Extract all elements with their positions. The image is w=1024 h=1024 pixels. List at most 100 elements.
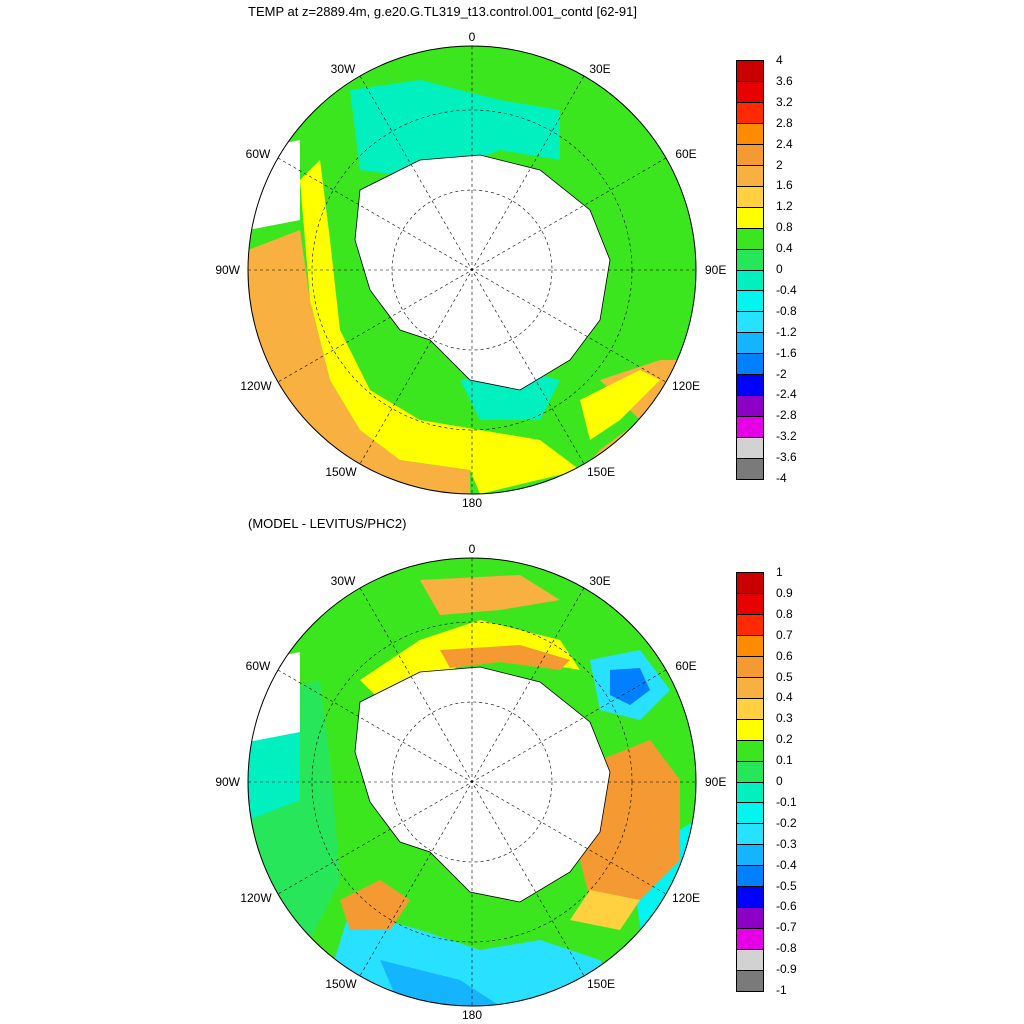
top-colorbar-swatch	[737, 353, 763, 375]
bottom-colorbar-swatch	[737, 949, 763, 971]
bottom-colorbar-swatch	[737, 781, 763, 803]
bottom-colorbar-tick-label: 0.3	[776, 711, 793, 726]
bottom-map-yellow-east	[570, 890, 640, 930]
top-lon-120e: 120E	[671, 379, 701, 393]
top-lon-60e: 60E	[675, 147, 697, 161]
bottom-colorbar-tick-label: 0.6	[776, 648, 793, 663]
bottom-colorbar-tick-label: -0.6	[776, 899, 797, 914]
bottom-colorbar-swatch	[737, 573, 763, 593]
bottom-colorbar-tick-label: 0.1	[776, 753, 793, 768]
top-lon-30w: 30W	[330, 62, 356, 76]
top-colorbar-swatch	[737, 374, 763, 396]
bottom-colorbar-swatch	[737, 676, 763, 698]
top-colorbar-tick-label: -2.4	[776, 387, 797, 402]
bottom-lon-90w: 90W	[215, 775, 240, 789]
bottom-lon-90e: 90E	[705, 775, 727, 789]
top-lon-90w: 90W	[215, 263, 240, 277]
bottom-map	[248, 558, 696, 1006]
top-colorbar-swatch	[737, 206, 763, 228]
top-colorbar-tick-label: 0.4	[776, 241, 793, 256]
top-colorbar-tick-label: 2.8	[776, 115, 793, 130]
top-colorbar	[736, 60, 764, 480]
top-colorbar-swatch	[737, 416, 763, 438]
bottom-map-orange-ross	[340, 880, 410, 930]
top-colorbar-tick-label: 1.6	[776, 178, 793, 193]
top-colorbar-swatch	[737, 332, 763, 354]
top-map-cyan-weddell	[350, 80, 560, 175]
bottom-colorbar-tick-label: -0.8	[776, 941, 797, 956]
top-colorbar-swatch	[737, 143, 763, 165]
top-colorbar-tick-label: 2	[776, 157, 783, 172]
top-colorbar-swatch	[737, 269, 763, 291]
bottom-colorbar-swatch	[737, 970, 763, 992]
bottom-colorbar-tick-label: 0	[776, 774, 783, 788]
top-map-yellow-east	[580, 370, 660, 440]
top-colorbar-swatch	[737, 101, 763, 123]
bottom-colorbar-swatch	[737, 613, 763, 635]
bottom-lon-60w: 60W	[245, 659, 271, 673]
bottom-lon-150w: 150W	[325, 977, 357, 991]
top-colorbar-tick-label: 3.2	[776, 94, 793, 109]
top-lon-90e: 90E	[705, 263, 727, 277]
top-map-antarctica	[354, 154, 611, 391]
bottom-colorbar-swatch	[737, 634, 763, 656]
bottom-lon-60e: 60E	[675, 659, 697, 673]
top-colorbar-swatch	[737, 248, 763, 270]
bottom-colorbar-tick-label: 1	[776, 565, 783, 579]
top-colorbar-tick-label: -4	[776, 471, 787, 485]
bottom-lon-30e: 30E	[589, 574, 611, 588]
bottom-lon-150e: 150E	[586, 977, 616, 991]
top-colorbar-swatch	[737, 311, 763, 333]
bottom-colorbar-tick-label: -0.3	[776, 836, 797, 851]
top-colorbar-swatch	[737, 80, 763, 102]
bottom-lon-30w: 30W	[330, 574, 356, 588]
top-colorbar-tick-label: -0.4	[776, 282, 797, 297]
top-colorbar-swatch	[737, 290, 763, 312]
top-lon-60w: 60W	[245, 147, 271, 161]
bottom-colorbar	[736, 572, 764, 992]
bottom-colorbar-tick-label: -0.1	[776, 794, 797, 809]
top-colorbar-tick-label: 4	[776, 53, 783, 67]
top-colorbar-swatch	[737, 122, 763, 144]
top-lon-30e: 30E	[589, 62, 611, 76]
bottom-colorbar-tick-label: -0.9	[776, 962, 797, 977]
top-map-yellow-band	[300, 160, 580, 494]
top-lon-150w: 150W	[325, 465, 357, 479]
bottom-colorbar-swatch	[737, 697, 763, 719]
bottom-colorbar-tick-label: 0.7	[776, 627, 793, 642]
bottom-map-blue-60e	[610, 668, 650, 705]
top-colorbar-tick-label: 0.8	[776, 220, 793, 235]
top-colorbar-swatch	[737, 227, 763, 249]
bottom-lon-120w: 120W	[240, 891, 272, 905]
top-colorbar-tick-label: -1.6	[776, 345, 797, 360]
bottom-colorbar-swatch	[737, 865, 763, 887]
top-colorbar-tick-label: 1.2	[776, 199, 793, 214]
top-panel-title: TEMP at z=2889.4m, g.e20.G.TL319_t13.con…	[248, 4, 637, 19]
top-colorbar-tick-label: 0	[776, 262, 783, 276]
bottom-colorbar-swatch	[737, 760, 763, 782]
top-colorbar-swatch	[737, 458, 763, 480]
bottom-colorbar-swatch	[737, 844, 763, 866]
bottom-colorbar-swatch	[737, 739, 763, 761]
bottom-panel-title: (MODEL - LEVITUS/PHC2)	[248, 516, 407, 531]
top-colorbar-tick-label: 2.4	[776, 136, 793, 151]
bottom-lon-180: 180	[461, 1008, 483, 1022]
bottom-map-antarctica	[354, 666, 611, 903]
bottom-colorbar-tick-label: -0.5	[776, 878, 797, 893]
bottom-colorbar-swatch	[737, 823, 763, 845]
top-colorbar-swatch	[737, 61, 763, 81]
top-colorbar-tick-label: -2	[776, 366, 787, 381]
bottom-colorbar-swatch	[737, 928, 763, 950]
bottom-colorbar-swatch	[737, 655, 763, 677]
top-map	[248, 46, 696, 494]
bottom-colorbar-swatch	[737, 886, 763, 908]
bottom-colorbar-tick-label: 0.5	[776, 669, 793, 684]
top-colorbar-tick-label: -3.6	[776, 450, 797, 465]
bottom-map-blue-south	[380, 960, 500, 1006]
bottom-colorbar-tick-label: 0.2	[776, 732, 793, 747]
bottom-colorbar-tick-label: 0.8	[776, 606, 793, 621]
bottom-colorbar-tick-label: 0.4	[776, 690, 793, 705]
bottom-colorbar-swatch	[737, 907, 763, 929]
top-colorbar-tick-label: 3.6	[776, 73, 793, 88]
